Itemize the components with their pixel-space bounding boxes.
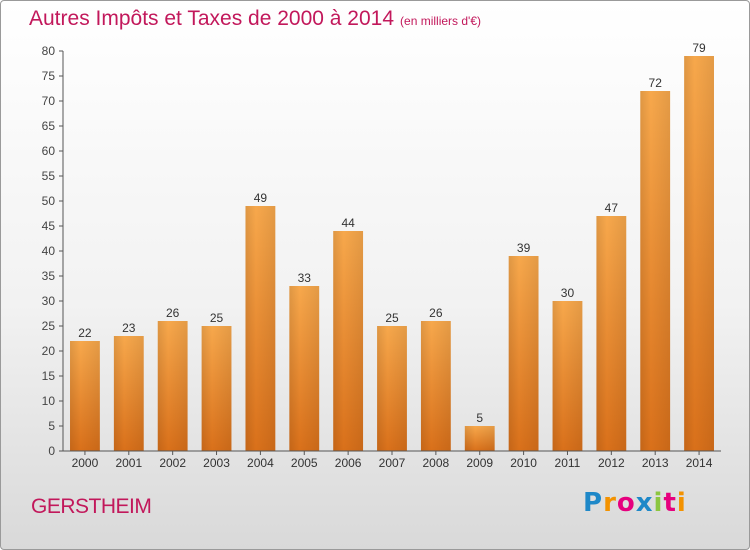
y-tick-label: 20 — [42, 344, 56, 358]
x-tick-label: 2014 — [686, 456, 713, 470]
y-tick-label: 40 — [42, 244, 56, 258]
data-label: 5 — [476, 411, 483, 425]
x-tick-label: 2011 — [555, 456, 581, 470]
bar-shade-2005 — [289, 286, 320, 451]
y-tick-label: 5 — [48, 419, 55, 433]
y-axis: 0 5 10 15 20 25 30 35 40 45 50 55 60 65 70 75 80 — [42, 44, 64, 458]
bar-shade-2007 — [377, 326, 407, 451]
x-tick-label: 2007 — [379, 456, 406, 470]
chart-title-text: Autres Impôts et Taxes de 2000 à 2014 — [29, 7, 395, 30]
y-tick-label: 55 — [42, 169, 56, 183]
data-label: 25 — [385, 311, 399, 325]
y-tick-label: 45 — [42, 219, 56, 233]
y-tick-label: 75 — [42, 69, 56, 83]
bar-shade-2004 — [245, 206, 276, 451]
y-tick-label: 25 — [42, 319, 56, 333]
town-name: GERSTHEIM — [31, 495, 152, 518]
data-label: 79 — [692, 41, 706, 55]
bar-shade-2006 — [333, 231, 364, 451]
bar-shade-2012 — [596, 216, 627, 451]
x-tick-label: 2006 — [335, 456, 362, 470]
y-tick-label: 60 — [42, 144, 56, 158]
bar-shade-2001 — [113, 336, 144, 451]
y-tick-label: 80 — [42, 44, 56, 58]
bar-shade-2003 — [201, 326, 232, 451]
x-tick-label: 2010 — [510, 456, 537, 470]
x-tick-label: 2013 — [642, 456, 669, 470]
proxiti-logo: Proxiti — [583, 488, 687, 518]
x-tick-label: 2012 — [598, 456, 625, 470]
data-label: 33 — [298, 271, 312, 285]
x-tick-label: 2001 — [115, 456, 142, 470]
bar-shade-2008 — [420, 321, 451, 451]
data-label: 30 — [561, 286, 575, 300]
y-tick-label: 35 — [42, 269, 56, 283]
y-tick-label: 30 — [42, 294, 56, 308]
chart-title-unit: (en milliers d'€) — [400, 14, 482, 28]
y-tick-label: 65 — [42, 119, 56, 133]
data-label: 72 — [649, 76, 663, 90]
x-tick-label: 2008 — [423, 456, 450, 470]
y-tick-label: 15 — [42, 369, 56, 383]
x-axis: 2000 2001 2002 2003 2004 2005 2006 2007 2008 2009… — [63, 450, 721, 470]
data-label: 26 — [166, 306, 180, 320]
data-label: 47 — [605, 201, 619, 215]
data-label: 26 — [429, 306, 443, 320]
bar-shade-2000 — [70, 341, 100, 451]
y-tick-label: 0 — [48, 444, 55, 458]
x-tick-label: 2005 — [291, 456, 318, 470]
bar-shade-2011 — [552, 301, 583, 451]
bar-shade-2002 — [157, 321, 188, 451]
data-label: 25 — [210, 311, 224, 325]
y-tick-label: 70 — [42, 94, 56, 108]
bar-shade-2013 — [640, 91, 671, 451]
chart-title: Autres Impôts et Taxes de 2000 à 2014 (en… — [29, 7, 481, 31]
data-label: 49 — [254, 191, 268, 205]
bar-shade-2009 — [464, 426, 495, 451]
data-label: 39 — [517, 241, 531, 255]
x-tick-label: 2002 — [159, 456, 186, 470]
x-tick-label: 2000 — [72, 456, 99, 470]
x-tick-label: 2004 — [247, 456, 274, 470]
data-label: 22 — [78, 326, 92, 340]
x-tick-label: 2009 — [466, 456, 493, 470]
bar-shade-2014 — [684, 56, 714, 451]
bars: 22 23 26 25 49 33 44 25 26 5 39 30 47 72 79 — [70, 41, 714, 451]
y-tick-label: 50 — [42, 194, 56, 208]
bar-shade-2010 — [508, 256, 539, 451]
x-tick-label: 2003 — [203, 456, 230, 470]
data-label: 23 — [122, 321, 136, 335]
data-label: 44 — [341, 216, 355, 230]
y-tick-label: 10 — [42, 394, 56, 408]
